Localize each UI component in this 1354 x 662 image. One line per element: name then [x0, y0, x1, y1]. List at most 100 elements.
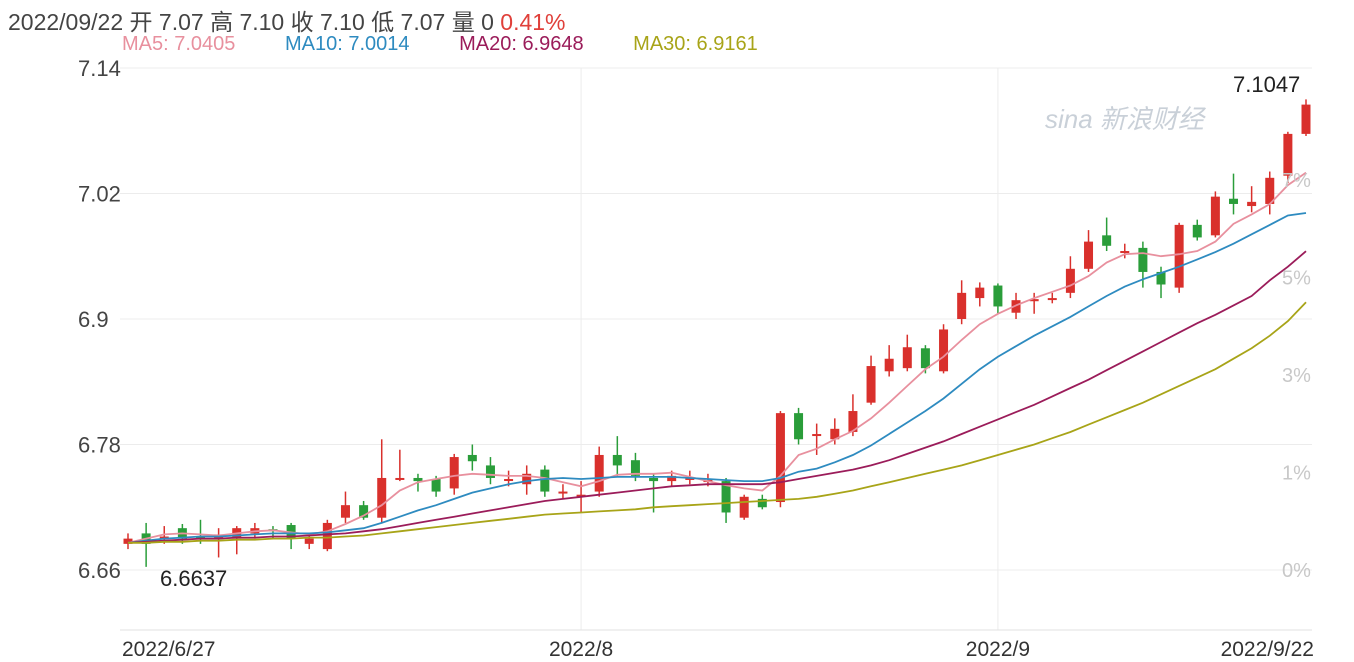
candle	[340, 491, 350, 523]
pct-tick-label: 0%	[1282, 560, 1311, 582]
candle	[449, 453, 459, 495]
x-tick-label: 2022/9	[966, 638, 1030, 661]
candle-body	[123, 538, 133, 544]
candle-body	[721, 481, 731, 513]
candle-body	[848, 411, 858, 432]
candle-body	[413, 477, 423, 482]
candle-body	[794, 413, 804, 440]
ma20-legend: MA20: 6.9648	[459, 33, 584, 55]
close-value: 7.10	[320, 9, 365, 35]
x-tick-label: 2022/6/27	[122, 638, 215, 661]
candle-body	[920, 348, 930, 369]
candle-body	[395, 477, 405, 480]
candle-body	[340, 505, 350, 518]
candle-body	[195, 536, 205, 539]
candle	[794, 407, 804, 445]
candle-body	[884, 358, 894, 372]
candle-body	[1065, 268, 1075, 293]
grid	[120, 67, 1312, 631]
pct-tick-label: 5%	[1282, 268, 1311, 290]
candle	[1047, 292, 1057, 304]
ma10-line	[127, 212, 1307, 544]
candle	[123, 533, 133, 550]
high-label: 高	[210, 9, 234, 35]
candle-body	[504, 479, 514, 482]
close-label: 收	[290, 9, 314, 35]
candle	[649, 473, 659, 513]
sina-watermark: sina 新浪财经	[1045, 104, 1207, 134]
candle-body	[957, 292, 967, 319]
open-value: 7.07	[158, 9, 204, 35]
candle	[902, 334, 912, 372]
y-tick-label: 7.02	[78, 182, 121, 207]
y-tick-label: 6.66	[78, 558, 121, 583]
candle	[359, 500, 369, 520]
candle	[1156, 266, 1166, 299]
pct-tick-label: 7%	[1282, 170, 1311, 192]
candle	[848, 394, 858, 437]
candle-body	[1301, 104, 1311, 134]
ma20-line	[127, 250, 1307, 544]
candle-body	[757, 498, 767, 508]
candle	[1192, 219, 1202, 241]
candle	[1229, 173, 1239, 215]
candle-body	[975, 287, 985, 299]
candle	[467, 444, 477, 471]
ma30-line	[128, 301, 1307, 544]
candle-body	[1174, 224, 1184, 288]
candle-body	[1011, 300, 1021, 313]
ma-legend: MA5: 7.0405 MA10: 7.0014 MA20: 6.9648 MA…	[122, 33, 802, 56]
candle	[775, 411, 785, 508]
candle	[957, 280, 967, 325]
candle	[1283, 131, 1293, 184]
candle	[812, 423, 822, 455]
pct-tick-label: 3%	[1282, 365, 1311, 387]
candle-body	[1084, 241, 1094, 269]
candle-body	[1283, 133, 1293, 176]
candle-body	[1138, 247, 1148, 272]
candle-body	[866, 366, 876, 403]
candle-body	[1192, 224, 1202, 238]
candle	[1247, 186, 1257, 213]
pct-tick-label: 1%	[1282, 463, 1311, 485]
candle-body	[322, 522, 332, 550]
change-percent: 0.41%	[500, 9, 566, 35]
candle-body	[939, 329, 949, 372]
candle-body	[902, 347, 912, 369]
candle-body	[812, 434, 822, 437]
candle-body	[359, 505, 369, 518]
y-tick-label: 7.14	[78, 56, 121, 81]
candle	[1084, 230, 1094, 272]
candle	[1120, 243, 1130, 259]
candle-body	[630, 460, 640, 476]
axes: 7.14 7.02 6.9 6.78 6.66 0% 1% 3% 5% 7% 2022/6/27 20…	[78, 56, 1314, 661]
candle	[939, 324, 949, 374]
candle-body	[1047, 298, 1057, 301]
candle	[1210, 191, 1220, 238]
candle-body	[1210, 196, 1220, 236]
candle	[395, 449, 405, 482]
x-tick-label: 2022/8	[549, 638, 613, 661]
candle-body	[467, 454, 477, 462]
low-label: 低	[371, 9, 395, 35]
candle-body	[159, 536, 169, 539]
candle	[975, 282, 985, 307]
candle	[485, 457, 495, 485]
candle-body	[830, 428, 840, 440]
candle-body	[1102, 235, 1112, 246]
candle	[1174, 222, 1184, 293]
candle-body	[576, 494, 586, 497]
low-value: 7.07	[400, 9, 446, 35]
candle-body	[775, 413, 785, 503]
candle	[1301, 99, 1311, 136]
candle	[141, 522, 151, 567]
candle	[1102, 217, 1112, 252]
volume-label: 量	[451, 9, 475, 35]
ma5-legend: MA5: 7.0405	[122, 33, 236, 55]
candle-body	[485, 465, 495, 478]
quote-date: 2022/09/22	[8, 9, 124, 35]
candle	[884, 345, 894, 377]
candle-body	[1247, 201, 1257, 207]
candle-body	[304, 538, 314, 544]
